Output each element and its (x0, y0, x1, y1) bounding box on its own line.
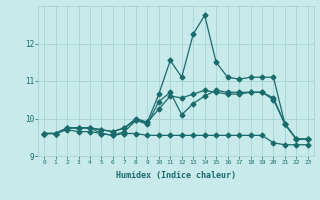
X-axis label: Humidex (Indice chaleur): Humidex (Indice chaleur) (116, 171, 236, 180)
